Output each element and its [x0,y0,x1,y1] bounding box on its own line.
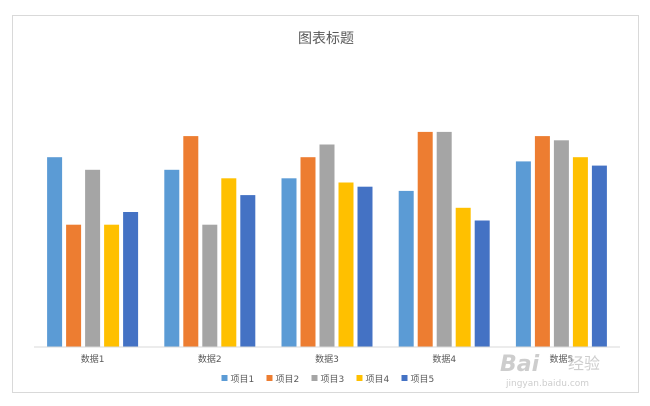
legend-swatch [311,375,318,381]
legend-swatch [401,375,408,381]
bar-2-2 [183,136,199,347]
bar-4-2 [417,131,433,347]
x-tick-label: 数据4 [432,353,456,365]
bar-2-3 [202,224,218,347]
x-tick-label: 数据5 [550,353,574,365]
legend-label: 项目2 [276,374,300,385]
x-tick-label: 数据3 [315,353,339,365]
bar-4-5 [474,220,490,347]
chart-title: 图表标题 [298,31,354,47]
bar-5-1 [515,161,531,347]
bar-5-2 [534,136,550,347]
bar-3-2 [300,157,316,347]
bar-2-5 [240,195,256,347]
bar-2-1 [164,169,180,347]
legend-label: 项目1 [231,374,255,385]
legend-swatch [356,375,363,381]
bar-5-4 [572,157,588,347]
bar-3-1 [281,178,297,347]
x-tick-label: 数据1 [81,353,105,365]
bar-1-3 [85,169,101,347]
legend-label: 项目3 [321,374,345,385]
bar-1-2 [66,224,82,347]
bar-1-4 [104,224,120,347]
plot-area [47,131,607,347]
bar-5-5 [591,165,607,347]
bar-4-4 [455,207,471,347]
bar-1-5 [123,212,139,347]
bar-3-5 [357,186,373,347]
bar-5-3 [553,140,569,347]
watermark-url: jingyan.baidu.com [505,379,589,389]
watermark-brand: Bai [500,352,540,377]
bar-1-1 [47,157,63,347]
legend-swatch [266,375,273,381]
legend-label: 项目4 [366,374,390,385]
watermark-brand-cn: 经验 [568,354,600,373]
watermark: Bai 经验 jingyan.baidu.com [500,352,600,389]
bar-4-1 [398,190,414,347]
chart-area: 图表标题 数据1 数据2 数据3 数据4 数据5 项目1 项目2 项目3 项目4 项目5 Bai… [12,15,639,393]
chart-svg: 图表标题 数据1 数据2 数据3 数据4 数据5 项目1 项目2 项目3 项目4 项目5 Bai… [34,31,620,389]
bar-3-4 [338,182,354,347]
x-tick-label: 数据2 [198,353,222,365]
legend-label: 项目5 [411,374,435,385]
bar-2-4 [221,178,237,347]
bar-4-3 [436,131,452,347]
legend: 项目1 项目2 项目3 项目4 项目5 [221,374,435,385]
legend-swatch [221,375,228,381]
bar-3-3 [319,144,335,347]
x-axis-labels: 数据1 数据2 数据3 数据4 数据5 [81,353,574,365]
